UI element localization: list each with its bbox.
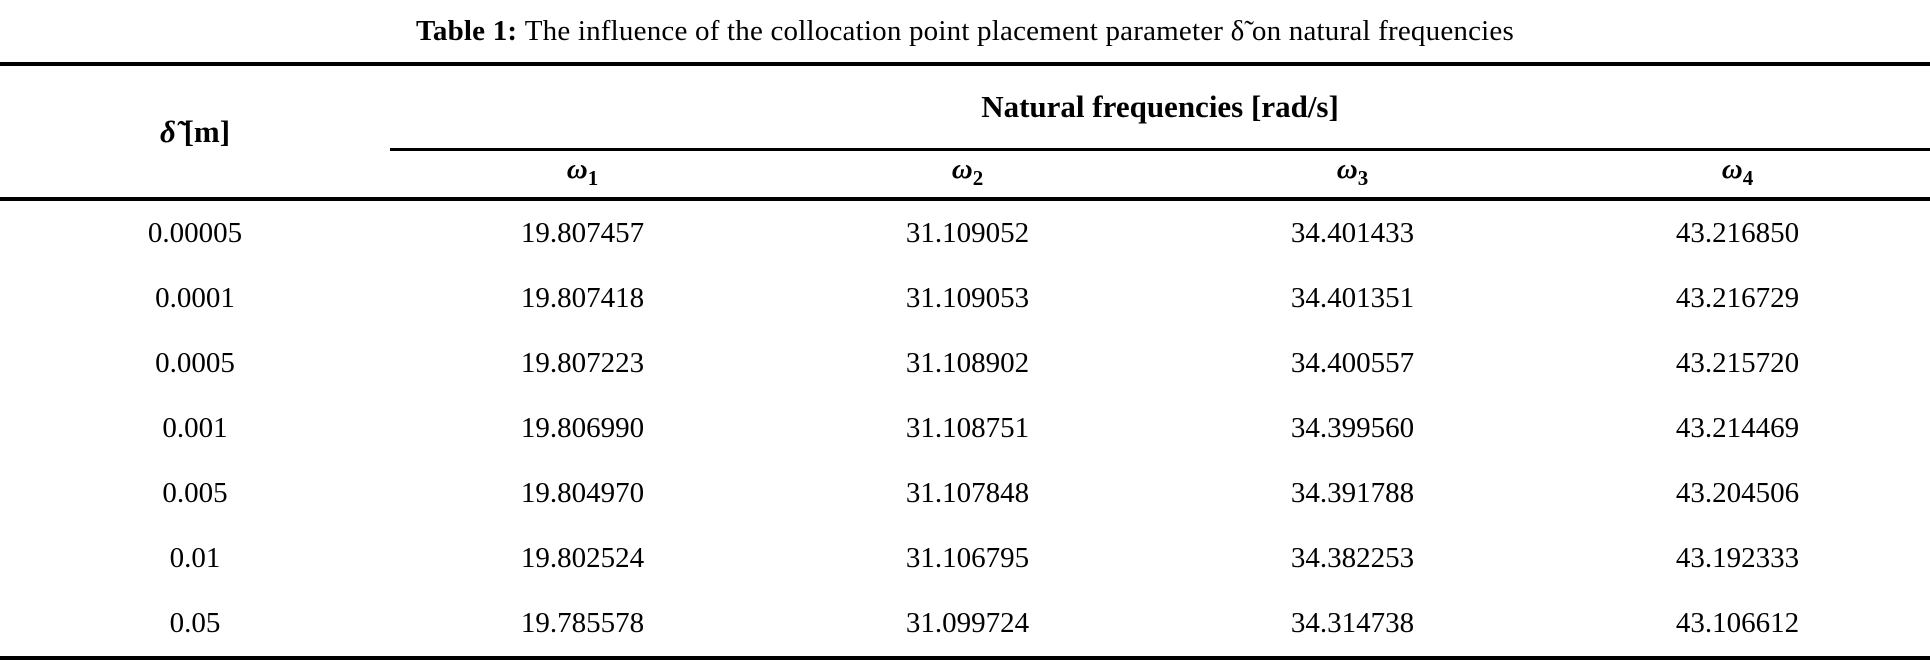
- omega-symbol: ω: [951, 153, 973, 186]
- delta-value-cell: 0.00005: [147, 217, 243, 249]
- frequency-value-cell: 31.106795: [905, 542, 1030, 574]
- omega-subscript: 1: [587, 165, 599, 190]
- frequency-value-cell: 43.216850: [1675, 217, 1800, 249]
- frequency-value-cell: 34.401351: [1290, 282, 1415, 314]
- omega-symbol: ω: [1721, 153, 1743, 186]
- header-row-span: δ̃ [m] Natural frequencies [rad/s]: [0, 64, 1930, 201]
- delta-symbol: δ̃: [159, 113, 176, 149]
- omega1-header: ω1: [390, 149, 775, 201]
- omega4-header: ω4: [1545, 149, 1930, 201]
- frequency-value-cell: 31.099724: [905, 607, 1030, 639]
- frequency-value-cell: 19.804970: [520, 477, 645, 509]
- delta-value-cell: 0.01: [169, 542, 221, 574]
- frequency-value-cell: 19.806990: [520, 412, 645, 444]
- delta-column-header: δ̃ [m]: [0, 64, 390, 201]
- omega-symbol: ω: [566, 153, 588, 186]
- table-caption: Table 1: The influence of the collocatio…: [0, 0, 1930, 62]
- omega-subscript: 4: [1742, 165, 1754, 190]
- frequency-value-cell: 43.106612: [1675, 607, 1800, 639]
- delta-value-cell: 0.001: [162, 412, 228, 444]
- frequency-value-cell: 19.785578: [520, 607, 645, 639]
- caption-text: The influence of the collocation point p…: [517, 14, 1514, 47]
- omega-subscript: 3: [1357, 165, 1369, 190]
- frequency-value-cell: 34.391788: [1290, 477, 1415, 509]
- table-row: 0.005 19.804970 31.107848 34.391788 43.20450…: [0, 461, 1930, 526]
- header-row-omegas: ω1 ω2 ω3 ω4: [0, 149, 1930, 201]
- frequency-value-cell: 43.215720: [1675, 347, 1800, 379]
- frequency-value-cell: 31.108751: [905, 412, 1030, 444]
- frequency-value-cell: 19.807223: [520, 347, 645, 379]
- omega-symbol: ω: [1336, 153, 1358, 186]
- frequency-value-cell: 31.109053: [905, 282, 1030, 314]
- table-body: 0.00005 19.807457 31.109052 34.401433 43.216…: [0, 199, 1930, 659]
- table-row: 0.0005 19.807223 31.108902 34.400557 43.2157…: [0, 331, 1930, 396]
- delta-value-cell: 0.0001: [155, 282, 235, 314]
- frequency-value-cell: 43.214469: [1675, 412, 1800, 444]
- frequency-value-cell: 43.192333: [1675, 542, 1800, 574]
- frequency-value-cell: 31.109052: [905, 217, 1030, 249]
- table-row: 0.01 19.802524 31.106795 34.382253 43.192333: [0, 526, 1930, 591]
- frequency-value-cell: 19.807457: [520, 217, 645, 249]
- omega2-header: ω2: [775, 149, 1160, 201]
- frequency-value-cell: 34.400557: [1290, 347, 1415, 379]
- omega3-header: ω3: [1160, 149, 1545, 201]
- delta-value-cell: 0.005: [162, 477, 228, 509]
- frequency-value-cell: 43.216729: [1675, 282, 1800, 314]
- delta-value-cell: 0.05: [169, 607, 221, 639]
- table-row: 0.00005 19.807457 31.109052 34.401433 43.216…: [0, 199, 1930, 266]
- frequency-value-cell: 43.204506: [1675, 477, 1800, 509]
- frequency-value-cell: 34.399560: [1290, 412, 1415, 444]
- omega-subscript: 2: [972, 165, 984, 190]
- caption-label: Table 1:: [416, 14, 518, 47]
- frequency-value-cell: 19.802524: [520, 542, 645, 574]
- table-header: δ̃ [m] Natural frequencies [rad/s] ω1 ω2…: [0, 64, 1930, 201]
- natural-frequencies-header: Natural frequencies [rad/s]: [390, 64, 1930, 151]
- delta-value-cell: 0.0005: [155, 347, 235, 379]
- delta-unit: [m]: [175, 113, 231, 149]
- frequency-value-cell: 34.382253: [1290, 542, 1415, 574]
- table-row: 0.001 19.806990 31.108751 34.399560 43.21446…: [0, 396, 1930, 461]
- table-row: 0.0001 19.807418 31.109053 34.401351 43.2167…: [0, 266, 1930, 331]
- frequency-value-cell: 19.807418: [520, 282, 645, 314]
- frequency-value-cell: 31.107848: [905, 477, 1030, 509]
- frequency-value-cell: 31.108902: [905, 347, 1030, 379]
- frequencies-table: δ̃ [m] Natural frequencies [rad/s] ω1 ω2…: [0, 62, 1930, 660]
- frequency-value-cell: 34.401433: [1290, 217, 1415, 249]
- frequency-value-cell: 34.314738: [1290, 607, 1415, 639]
- table-row: 0.05 19.785578 31.099724 34.314738 43.106612: [0, 591, 1930, 659]
